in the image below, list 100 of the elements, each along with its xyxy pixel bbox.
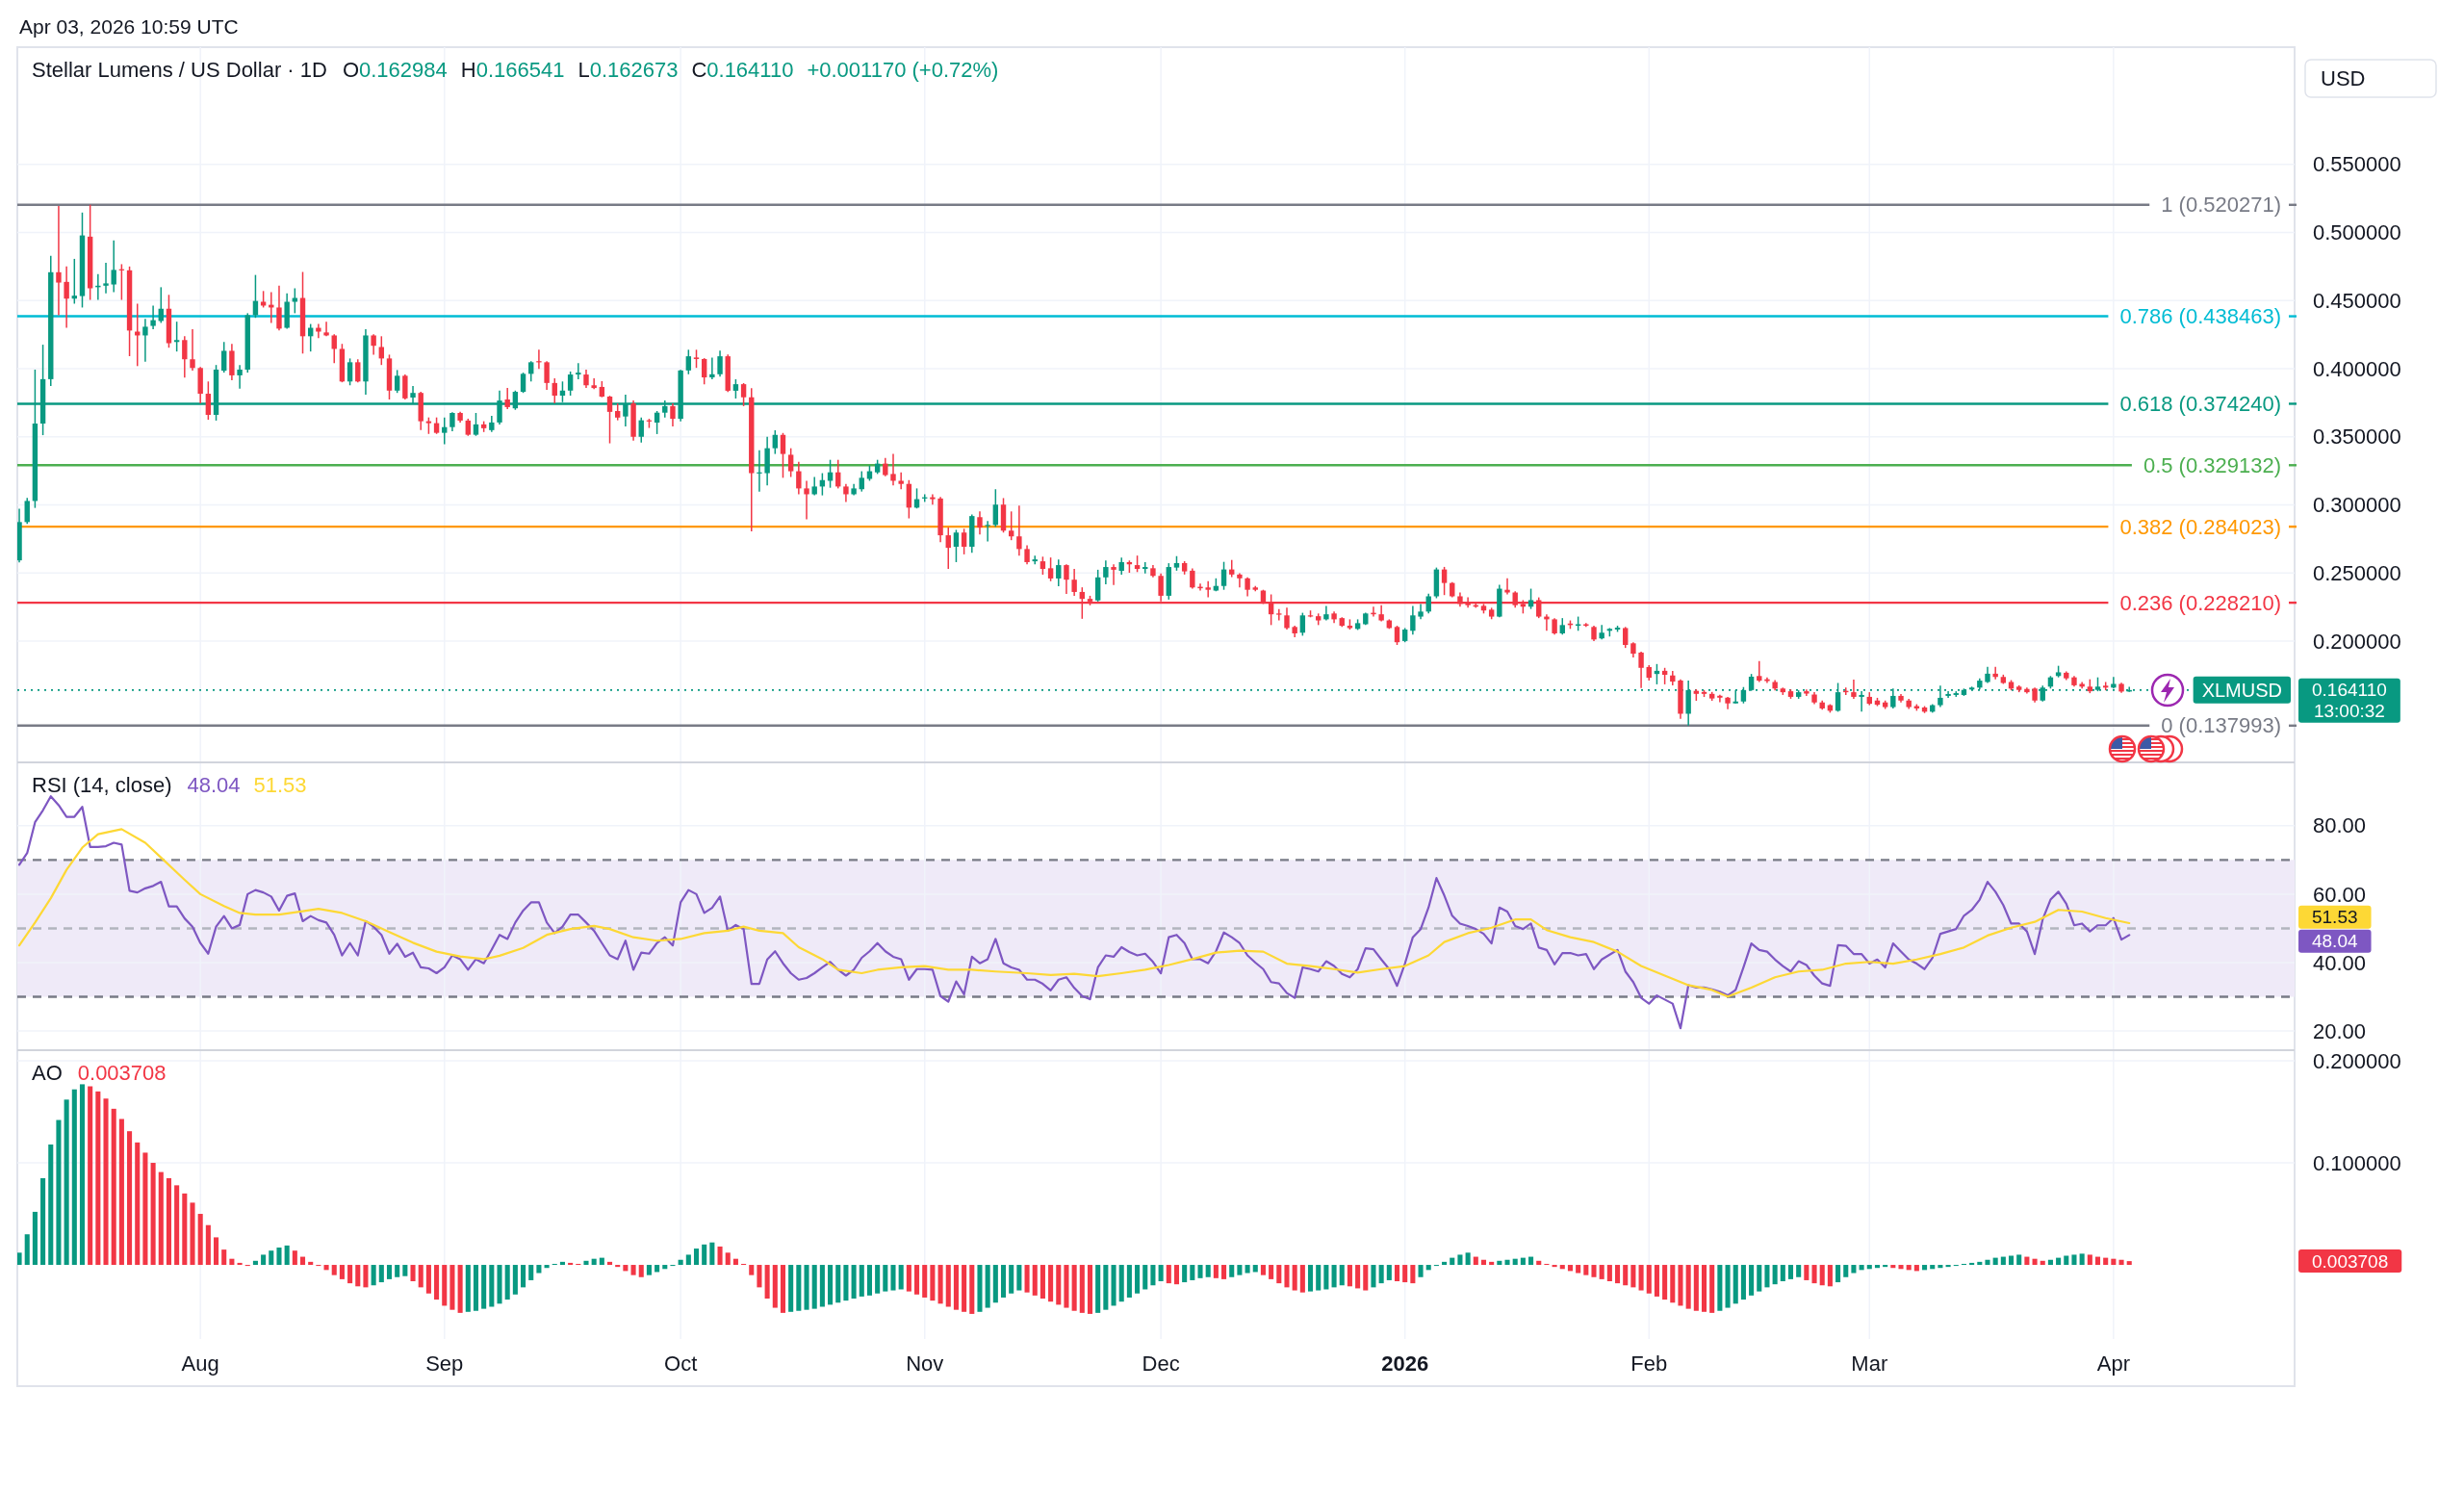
bar [962,1265,967,1312]
bar [1567,1265,1573,1272]
candlestick [1205,579,1211,599]
bar [811,1265,817,1309]
bar [166,1177,171,1266]
x-tick-label: Oct [664,1351,698,1376]
y-tick-label: 0.100000 [2313,1150,2401,1175]
bar [945,1265,951,1307]
bar [654,1265,660,1273]
candlestick [205,380,212,421]
bar [205,1224,211,1266]
bar [1717,1265,1723,1311]
bar [261,1254,267,1266]
bar [851,1265,857,1300]
bar [1378,1265,1384,1284]
bar [1363,1265,1369,1291]
candlestick [890,452,896,487]
candlestick [173,321,180,352]
candlestick [1623,626,1629,649]
bar [937,1265,943,1304]
bar [1796,1265,1802,1277]
bar [969,1265,975,1314]
candlestick [520,372,526,394]
bar [504,1265,510,1300]
bar [1811,1265,1817,1284]
bar [1985,1259,1990,1266]
ref-line-label: 0.618 (0.374240) [2119,392,2281,417]
bar [1528,1256,1534,1266]
bar [521,1265,526,1288]
bar [1489,1261,1495,1266]
bar [2064,1255,2069,1266]
candlestick [1009,510,1014,541]
bar [1158,1265,1164,1281]
bar [111,1108,116,1266]
bar [2056,1257,2062,1266]
candlestick [701,357,707,386]
bar [1843,1265,1849,1277]
candlestick [796,460,802,496]
bar [859,1265,864,1297]
candlestick [576,362,581,380]
bar [1032,1265,1038,1296]
bar [103,1098,109,1266]
bar [182,1193,188,1266]
bar [1913,1265,1919,1272]
candlestick [732,378,739,399]
bar [583,1260,589,1266]
bar [1316,1265,1322,1291]
bar [544,1265,550,1269]
bar [528,1265,534,1280]
bar [1000,1265,1007,1298]
candlestick [111,240,116,294]
bar [339,1265,345,1279]
bar [2118,1259,2124,1266]
y-tick-label: 80.00 [2313,813,2367,838]
bar [1024,1265,1030,1293]
y-tick-label: 0.400000 [2313,356,2401,381]
bar [702,1244,707,1266]
y-axis-title: USD [2321,66,2366,91]
bar [1276,1265,1282,1284]
x-tick-label: Apr [2096,1351,2130,1376]
candlestick [150,304,156,330]
bar [788,1265,794,1312]
bar [214,1237,219,1266]
bar [1536,1260,1542,1266]
bar [1205,1265,1211,1277]
candlestick [394,369,400,394]
bar [898,1265,904,1290]
bar [732,1258,738,1266]
bar [1670,1265,1676,1303]
candlestick [64,266,69,329]
bar [363,1265,369,1288]
bar [88,1086,93,1266]
candlestick [1111,563,1116,586]
candlestick [56,205,62,317]
bar [1740,1265,1746,1300]
bar [2047,1259,2053,1266]
bar [1465,1252,1471,1266]
candlestick [536,348,542,370]
bar [355,1265,361,1287]
bar [1292,1265,1297,1291]
y-tick-label: 40.00 [2313,950,2367,975]
candlestick [804,479,809,521]
bar [1142,1265,1148,1290]
bar [135,1142,141,1266]
bar [1583,1265,1589,1275]
bar [371,1265,376,1286]
bar [764,1265,770,1300]
bar [1835,1265,1841,1283]
bar [95,1091,101,1266]
y-tick-label: 20.00 [2313,1018,2367,1043]
bar [465,1265,471,1312]
bar [985,1265,990,1308]
bar [1355,1265,1361,1289]
bar [2040,1260,2045,1266]
bar [568,1262,574,1266]
bar [1883,1265,1888,1268]
candlestick [961,528,967,555]
bar [2032,1258,2038,1266]
bar [197,1214,203,1266]
candlestick [1237,572,1243,589]
